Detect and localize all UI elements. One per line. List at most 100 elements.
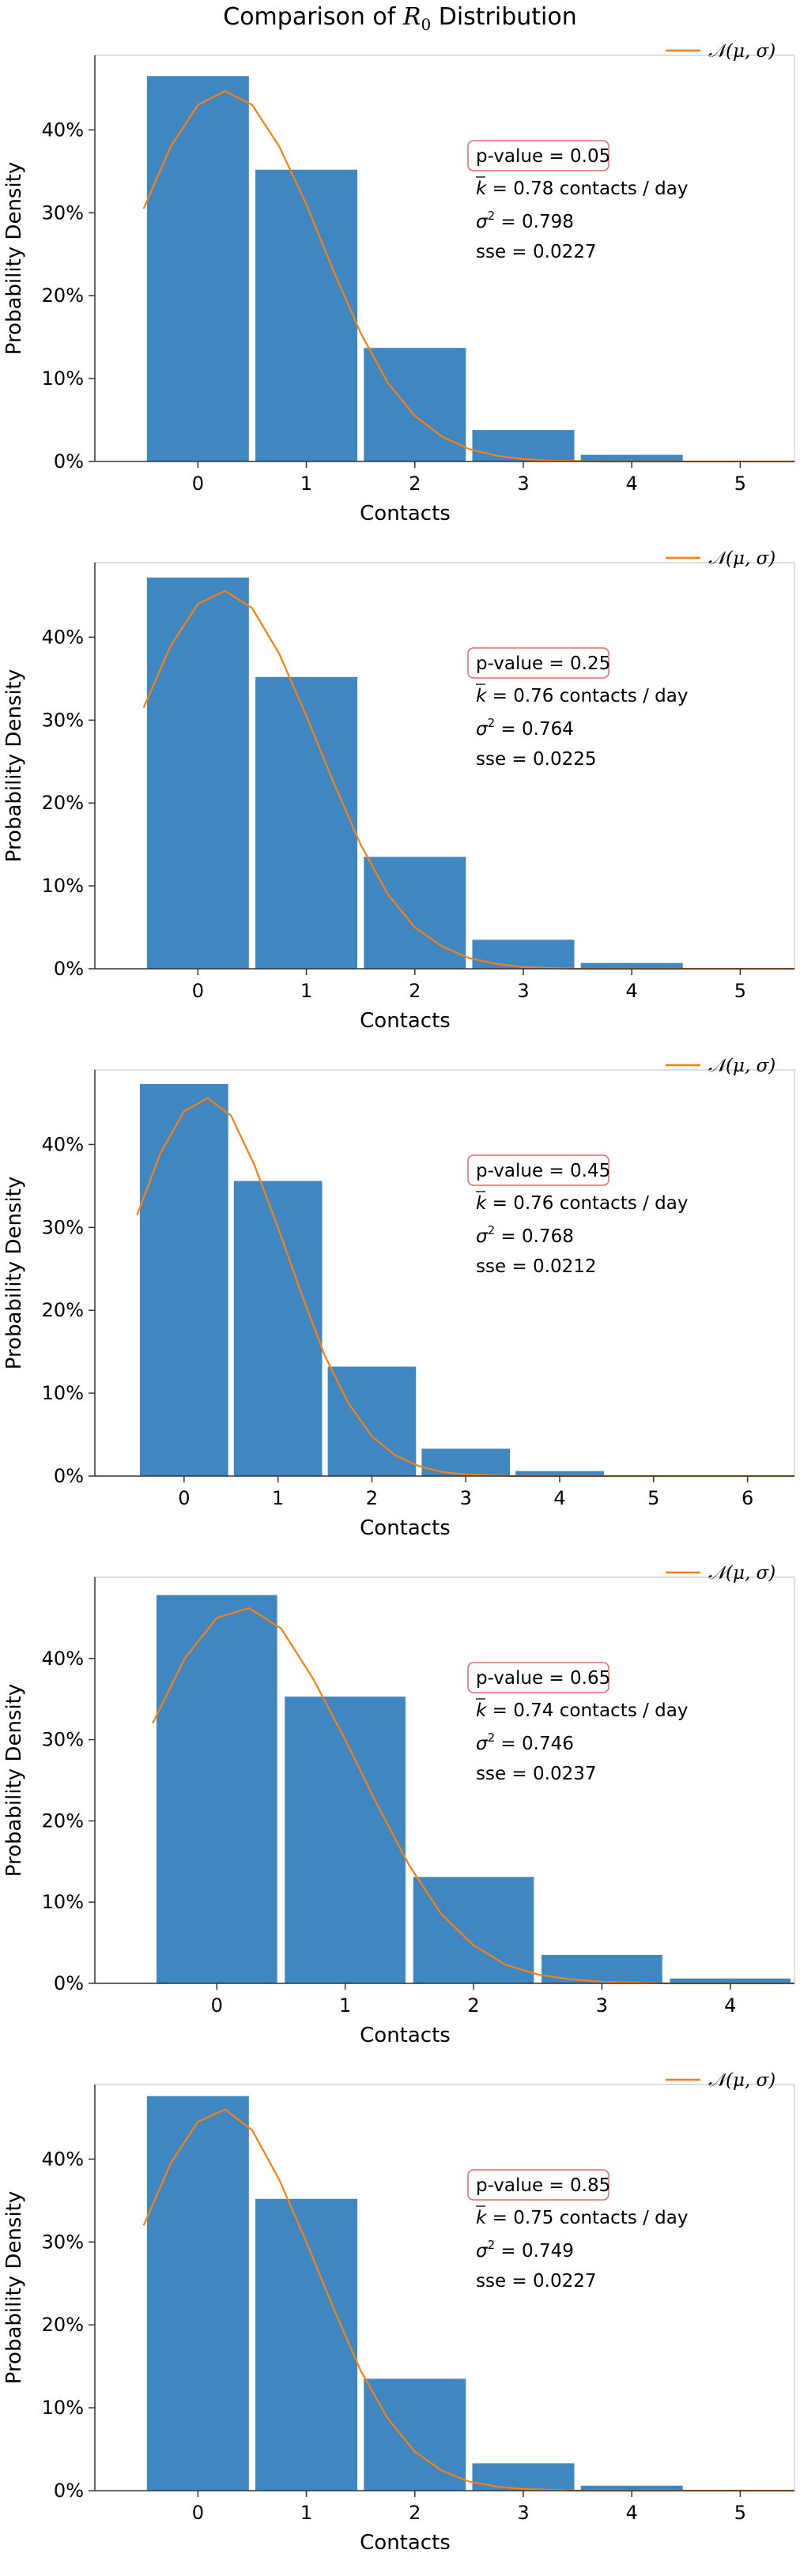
stats-box: p-value = 0.25 k = 0.76 contacts / day σ2 … bbox=[467, 647, 688, 770]
stats-box: p-value = 0.85 k = 0.75 contacts / day σ2 … bbox=[467, 2169, 688, 2292]
y-tick-label: 30% bbox=[42, 1216, 84, 1238]
y-tick-label: 20% bbox=[42, 2314, 84, 2336]
y-tick-label: 10% bbox=[42, 367, 84, 390]
bar-1 bbox=[255, 676, 358, 969]
chart-panel-2: 0 1 2 3 4 5 0% 10% 20% 30% 40% Contacts Probability … bbox=[2, 548, 795, 1033]
y-tick-label: 40% bbox=[42, 626, 84, 648]
chart-panel-3: 0 1 2 3 4 5 6 0% 10% 20% 30% 40% Contacts Probability… bbox=[2, 1056, 795, 1540]
x-tick-label: 5 bbox=[734, 2502, 746, 2524]
bar-4 bbox=[580, 2485, 683, 2491]
y-tick-label: 40% bbox=[42, 1648, 84, 1670]
x-tick-label: 6 bbox=[742, 1487, 753, 1509]
bar-1 bbox=[285, 1697, 406, 1983]
x-tick-label: 0 bbox=[211, 1994, 223, 2017]
y-tick-label: 10% bbox=[42, 1891, 84, 1913]
variance-text: σ2 = 0.798 bbox=[476, 209, 574, 232]
legend: 𝒩(μ, σ) bbox=[666, 1563, 775, 1584]
x-axis-label: Contacts bbox=[360, 2024, 451, 2047]
legend-label: 𝒩(μ, σ) bbox=[708, 1563, 775, 1584]
legend-label: 𝒩(μ, σ) bbox=[708, 41, 775, 62]
pvalue-text: p-value = 0.45 bbox=[476, 1161, 610, 1181]
pvalue-box bbox=[467, 2169, 609, 2201]
y-tick-label: 0% bbox=[54, 1465, 84, 1487]
bar-2 bbox=[364, 2378, 466, 2491]
stats-box: p-value = 0.05 k = 0.78 contacts / day σ2 … bbox=[467, 140, 688, 262]
bar-3 bbox=[472, 430, 575, 461]
x-tick-label: 2 bbox=[409, 473, 421, 495]
y-tick-label: 10% bbox=[42, 2397, 84, 2419]
pvalue-box bbox=[467, 140, 609, 171]
bar-3 bbox=[472, 940, 575, 969]
legend-label: 𝒩(μ, σ) bbox=[708, 548, 775, 569]
mean-contacts-text: k = 0.78 contacts / day bbox=[476, 179, 688, 199]
bar-4 bbox=[580, 962, 683, 969]
variance-text: σ2 = 0.746 bbox=[476, 1731, 574, 1754]
pvalue-text: p-value = 0.25 bbox=[476, 653, 610, 674]
y-tick-label: 40% bbox=[42, 119, 84, 141]
x-tick-label: 4 bbox=[724, 1994, 736, 2017]
y-tick-label: 20% bbox=[42, 792, 84, 814]
mean-contacts-text: k = 0.76 contacts / day bbox=[476, 686, 688, 706]
y-tick-label: 40% bbox=[42, 2148, 84, 2170]
x-tick-label: 3 bbox=[460, 1487, 472, 1509]
y-axis-label: Probability Density bbox=[2, 1684, 26, 1877]
sse-text: sse = 0.0212 bbox=[476, 1256, 597, 1277]
x-tick-label: 4 bbox=[626, 473, 638, 495]
pvalue-text: p-value = 0.05 bbox=[476, 146, 610, 167]
legend-label: 𝒩(μ, σ) bbox=[708, 1056, 775, 1076]
bar-0 bbox=[146, 577, 249, 969]
y-tick-label: 10% bbox=[42, 875, 84, 897]
x-tick-label: 2 bbox=[409, 980, 421, 1002]
variance-text: σ2 = 0.764 bbox=[476, 716, 574, 740]
sse-text: sse = 0.0227 bbox=[476, 242, 597, 262]
x-axis-label: Contacts bbox=[360, 1516, 451, 1540]
bar-4 bbox=[670, 1978, 791, 1983]
x-tick-label: 3 bbox=[517, 980, 529, 1002]
x-axis-label: Contacts bbox=[360, 502, 451, 525]
variance-text: σ2 = 0.768 bbox=[476, 1223, 574, 1247]
y-tick-label: 20% bbox=[42, 1810, 84, 1832]
x-tick-label: 2 bbox=[409, 2502, 421, 2524]
x-tick-label: 3 bbox=[517, 2502, 529, 2524]
x-tick-label: 4 bbox=[626, 980, 638, 1002]
figure-title-subscript: 0 bbox=[421, 15, 432, 34]
bar-1 bbox=[255, 169, 358, 461]
legend: 𝒩(μ, σ) bbox=[666, 548, 775, 569]
x-tick-label: 0 bbox=[192, 473, 204, 495]
bar-3 bbox=[472, 2463, 575, 2491]
mean-contacts-text: k = 0.75 contacts / day bbox=[476, 2208, 688, 2228]
x-tick-label: 1 bbox=[300, 473, 312, 495]
y-axis-label: Probability Density bbox=[2, 669, 26, 863]
stats-box: p-value = 0.65 k = 0.74 contacts / day σ2 … bbox=[467, 1662, 688, 1784]
y-axis-label: Probability Density bbox=[2, 162, 26, 356]
y-tick-label: 30% bbox=[42, 201, 84, 224]
bar-4 bbox=[515, 1471, 604, 1476]
legend: 𝒩(μ, σ) bbox=[666, 41, 775, 62]
bar-0 bbox=[140, 1083, 228, 1476]
x-tick-label: 1 bbox=[272, 1487, 284, 1509]
bar-1 bbox=[233, 1181, 323, 1476]
x-tick-label: 3 bbox=[517, 473, 529, 495]
x-tick-label: 4 bbox=[553, 1487, 565, 1509]
y-tick-label: 10% bbox=[42, 1382, 84, 1404]
y-tick-label: 0% bbox=[54, 958, 84, 980]
figure-title-prefix: Comparison of bbox=[223, 3, 403, 31]
figure-title: Comparison of R0 Distribution bbox=[0, 0, 800, 35]
bar-3 bbox=[542, 1955, 662, 1983]
pvalue-box bbox=[467, 1662, 609, 1693]
pvalue-box bbox=[467, 1154, 609, 1186]
pvalue-text: p-value = 0.85 bbox=[476, 2175, 610, 2196]
stats-box: p-value = 0.45 k = 0.76 contacts / day σ2 … bbox=[467, 1154, 688, 1277]
legend-label: 𝒩(μ, σ) bbox=[708, 2070, 775, 2091]
bar-3 bbox=[421, 1448, 511, 1476]
y-tick-label: 30% bbox=[42, 1729, 84, 1751]
y-tick-label: 20% bbox=[42, 284, 84, 307]
y-axis-label: Probability Density bbox=[2, 1177, 26, 1370]
mean-contacts-text: k = 0.74 contacts / day bbox=[476, 1700, 688, 1721]
pvalue-text: p-value = 0.65 bbox=[476, 1668, 610, 1689]
bar-0 bbox=[146, 76, 249, 461]
x-tick-label: 1 bbox=[300, 2502, 312, 2524]
y-tick-label: 0% bbox=[54, 1972, 84, 1994]
x-tick-label: 3 bbox=[596, 1994, 608, 2017]
